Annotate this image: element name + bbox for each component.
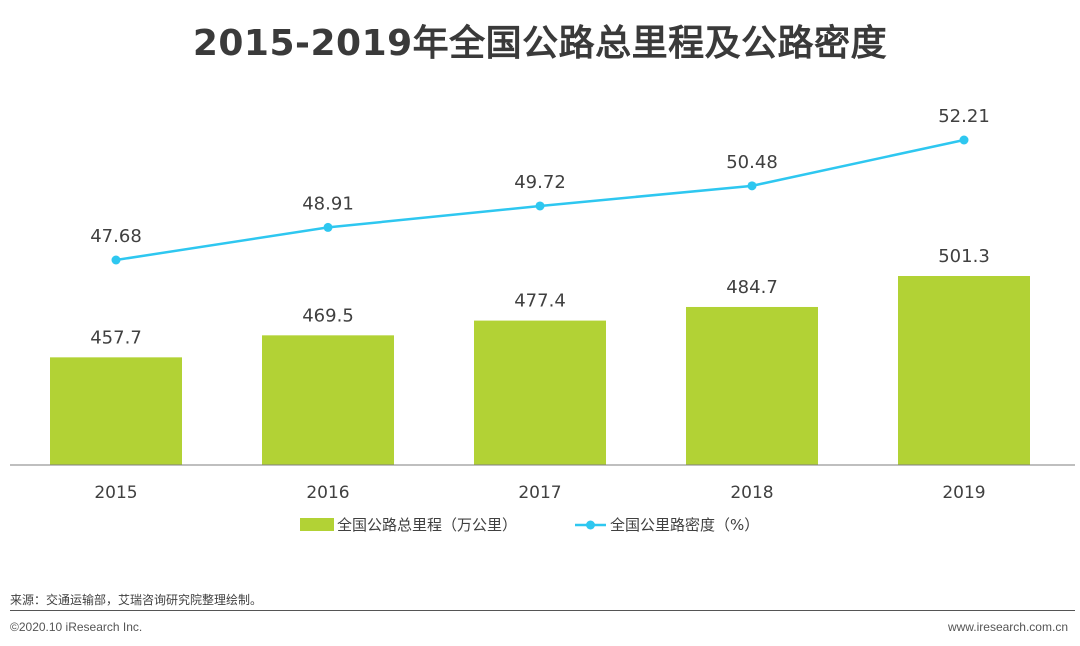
bar-label-layer: 457.7 469.5 477.4 484.7 501.3 (90, 246, 990, 348)
chart-title: 2015-2019年全国公路总里程及公路密度 (192, 23, 888, 64)
line-point-2019 (959, 135, 969, 145)
x-tick-label-2017: 2017 (518, 483, 561, 503)
line-value-label-2015: 47.68 (90, 226, 142, 247)
line-point-2015 (111, 255, 121, 265)
line-value-label-2018: 50.48 (726, 152, 778, 173)
line-point-2017 (535, 201, 545, 211)
bar-value-label-2019: 501.3 (938, 246, 990, 267)
line-point-2016 (323, 222, 333, 232)
website-link[interactable]: www.iresearch.com.cn (947, 620, 1068, 634)
line-label-layer: 47.68 48.91 49.72 50.48 52.21 (90, 106, 990, 247)
bar-2019 (898, 276, 1030, 465)
bar-layer (50, 276, 1030, 465)
legend-bar-label: 全国公路总里程（万公里） (337, 516, 517, 534)
x-tick-label-layer: 2015 2016 2017 2018 2019 (94, 483, 985, 503)
legend: 全国公路总里程（万公里） 全国公里路密度（%） (300, 516, 759, 534)
legend-line-label: 全国公里路密度（%） (610, 516, 759, 534)
bar-value-label-2018: 484.7 (726, 277, 778, 298)
source-note: 来源：交通运输部，艾瑞咨询研究院整理绘制。 (10, 593, 263, 607)
line-value-label-2019: 52.21 (938, 106, 990, 127)
legend-line-marker (586, 520, 595, 530)
line-point-2018 (747, 181, 757, 191)
x-tick-label-2019: 2019 (942, 483, 985, 503)
line-value-label-2017: 49.72 (514, 172, 566, 193)
footer-divider (10, 610, 1075, 611)
density-line (115, 138, 965, 262)
legend-bar-swatch (300, 518, 334, 531)
bar-2016 (262, 335, 394, 465)
x-tick-label-2015: 2015 (94, 483, 137, 503)
x-tick-label-2018: 2018 (730, 483, 773, 503)
line-value-label-2016: 48.91 (302, 193, 354, 214)
copyright: ©2020.10 iResearch Inc. (10, 620, 143, 634)
x-tick-label-2016: 2016 (306, 483, 349, 503)
bar-value-label-2017: 477.4 (514, 291, 566, 312)
bar-2018 (686, 306, 818, 465)
bar-value-label-2015: 457.7 (90, 327, 142, 348)
bar-value-label-2016: 469.5 (302, 305, 354, 326)
bar-2015 (50, 357, 182, 465)
line-layer (111, 135, 969, 265)
bar-2017 (474, 320, 606, 465)
